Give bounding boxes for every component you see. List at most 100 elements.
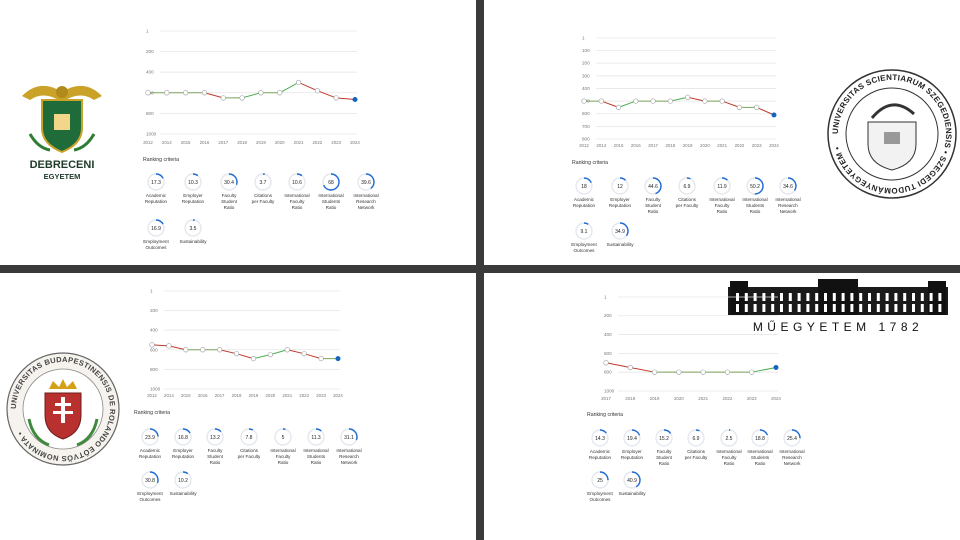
x-tick-label: 2018: [625, 396, 635, 401]
criteria-title: Ranking criteria: [143, 157, 179, 163]
x-tick-label: 2020: [275, 140, 285, 145]
building-window-icon: [859, 304, 863, 312]
x-tick-label: 2016: [631, 143, 641, 148]
data-point: [615, 104, 622, 110]
criterion-label: Ratio: [311, 460, 322, 465]
double-cross-bar-icon: [55, 403, 71, 406]
data-point: [702, 98, 708, 104]
building-window-icon: [753, 304, 757, 312]
criterion-label: per Faculty: [238, 454, 261, 459]
criterion-value: 34.9: [615, 229, 625, 235]
series-segment: [270, 349, 288, 356]
series-segment: [298, 81, 318, 92]
data-point: [754, 104, 760, 110]
criterion-value: 40.9: [627, 478, 637, 484]
horizontal-divider: [0, 265, 960, 273]
criterion-ring-progress: [340, 428, 358, 446]
criterion-value: 15.2: [659, 436, 669, 442]
criterion-ring-progress: [141, 471, 159, 489]
criterion-ring-progress: [720, 429, 738, 447]
criterion-value: 50.2: [750, 184, 760, 190]
criterion-ring-progress: [147, 219, 165, 237]
x-tick-label: 2018: [237, 140, 247, 145]
x-tick-label: 2022: [312, 140, 322, 145]
criterion-label: Student: [645, 203, 662, 208]
criterion-ring-progress: [220, 173, 238, 191]
building-window-icon: [832, 304, 836, 312]
criterion-label: International: [270, 448, 295, 453]
data-point: [200, 347, 206, 353]
x-tick-label: 2015: [181, 393, 191, 398]
criterion-ring-progress: [751, 429, 769, 447]
data-point: [603, 360, 609, 366]
criterion-label: Reputation: [609, 203, 632, 208]
criterion-ring-progress: [357, 173, 375, 191]
criterion-value: 6.9: [693, 436, 700, 442]
data-point: [217, 347, 223, 353]
criterion-label: Faculty: [646, 197, 662, 202]
criterion-label: Employer: [183, 193, 203, 198]
series-segment: [304, 353, 322, 360]
building-window-icon: [894, 293, 898, 301]
criterion-value: 2.5: [726, 436, 733, 442]
y-tick-label: 400: [150, 328, 158, 333]
ranking-criteria: Ranking criteria14.3AcademicReputation19…: [587, 412, 805, 502]
criterion-label: Ratio: [659, 461, 670, 466]
criterion-label: Network: [341, 460, 359, 465]
x-tick-label: 2018: [665, 143, 675, 148]
criterion-label: Citations: [240, 448, 259, 453]
criterion-label: Employment: [571, 242, 597, 247]
y-tick-label: 800: [146, 111, 154, 116]
criterion-value: 7.8: [246, 435, 253, 441]
criterion-label: per Faculty: [685, 455, 708, 460]
x-tick-label: 2023: [331, 140, 341, 145]
criterion-value: 31.1: [344, 435, 354, 441]
criterion-label: Academic: [590, 449, 611, 454]
eagle-head-icon: [56, 86, 68, 98]
criterion-ring-progress: [147, 173, 165, 191]
criterion-label: Students: [322, 199, 341, 204]
criterion-label: Outcomes: [146, 245, 168, 250]
criterion-label: Ratio: [724, 461, 735, 466]
building-window-icon: [744, 304, 748, 312]
data-point: [676, 369, 682, 375]
criterion-label: International: [716, 449, 741, 454]
criterion-label: per Faculty: [252, 199, 275, 204]
x-tick-label: 2018: [232, 393, 242, 398]
criterion-value: 10.2: [178, 478, 188, 484]
criterion-value: 30.4: [224, 180, 234, 186]
data-point: [719, 98, 725, 104]
data-point: [773, 364, 779, 370]
criterion-value: 44.6: [648, 184, 658, 190]
criterion-ring-progress: [611, 222, 629, 240]
y-tick-label: 700: [582, 124, 590, 129]
data-point: [685, 94, 691, 100]
data-point: [333, 95, 339, 101]
building-window-icon: [841, 293, 845, 301]
criterion-ring-progress: [274, 428, 292, 446]
building-window-icon: [824, 293, 827, 301]
x-tick-label: 2014: [596, 143, 606, 148]
criteria-title: Ranking criteria: [134, 410, 170, 416]
x-tick-label: 2020: [265, 393, 275, 398]
x-tick-label: 2021: [717, 143, 727, 148]
data-point: [284, 347, 290, 353]
y-tick-label: 200: [150, 308, 158, 313]
criterion-value: 18.8: [755, 436, 765, 442]
panel-szeged: UNIVERSITAS SCIENTIARUM SZEGEDIENSIS • S…: [484, 0, 960, 265]
series-segment: [618, 100, 636, 108]
building-window-icon: [920, 293, 924, 301]
criterion-label: Research: [778, 203, 798, 208]
data-point: [277, 90, 283, 96]
data-point: [295, 79, 302, 86]
y-tick-label: 600: [604, 351, 612, 356]
criterion-label: Reputation: [172, 454, 195, 459]
criterion-value: 16.9: [151, 226, 161, 232]
